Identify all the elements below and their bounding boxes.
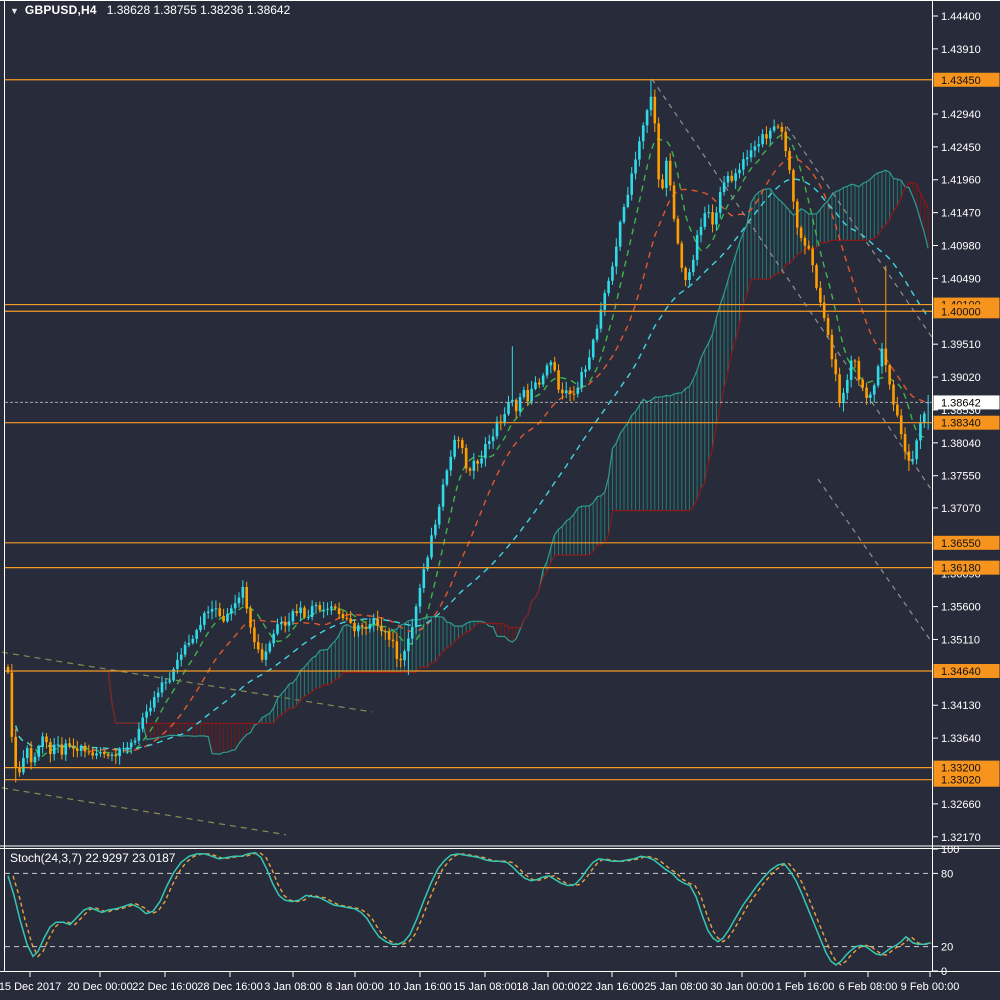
svg-text:20 Dec 00:00: 20 Dec 00:00 bbox=[67, 981, 132, 993]
ichimoku-cloud bbox=[107, 169, 929, 755]
svg-text:1.33200: 1.33200 bbox=[941, 763, 981, 775]
ma-20-line bbox=[15, 156, 929, 753]
svg-text:10 Jan 16:00: 10 Jan 16:00 bbox=[388, 981, 452, 993]
stoch-main-line bbox=[7, 851, 931, 966]
time-axis[interactable]: 15 Dec 2017 20 Dec 00:00 22 Dec 16:00 28 De… bbox=[0, 972, 959, 993]
svg-text:1.40000: 1.40000 bbox=[941, 306, 981, 318]
svg-text:15 Jan 08:00: 15 Jan 08:00 bbox=[453, 981, 517, 993]
gray-trendlines bbox=[651, 78, 932, 644]
svg-text:22 Jan 16:00: 22 Jan 16:00 bbox=[580, 981, 644, 993]
stoch-indicator-name: Stoch(24,3,7) bbox=[10, 851, 83, 865]
window-frame bbox=[0, 0, 1000, 972]
svg-text:15 Dec 2017: 15 Dec 2017 bbox=[0, 981, 61, 993]
horizontal-level-lines[interactable] bbox=[5, 79, 932, 781]
svg-text:20: 20 bbox=[941, 942, 953, 954]
moving-average-lines bbox=[15, 134, 929, 757]
svg-text:1.41960: 1.41960 bbox=[941, 175, 981, 187]
svg-text:1 Feb 16:00: 1 Feb 16:00 bbox=[776, 981, 835, 993]
ma-45-line bbox=[15, 178, 929, 750]
svg-text:1.35600: 1.35600 bbox=[941, 602, 981, 614]
svg-text:1.37070: 1.37070 bbox=[941, 503, 981, 515]
svg-text:1.41470: 1.41470 bbox=[941, 208, 981, 220]
svg-text:1.40980: 1.40980 bbox=[941, 241, 981, 253]
svg-text:1.32170: 1.32170 bbox=[941, 832, 981, 844]
svg-text:9 Feb 00:00: 9 Feb 00:00 bbox=[901, 981, 960, 993]
svg-text:8 Jan 00:00: 8 Jan 00:00 bbox=[326, 981, 384, 993]
svg-text:22 Dec 16:00: 22 Dec 16:00 bbox=[132, 981, 197, 993]
chart-title-bar: ▼ GBPUSD,H4 1.38628 1.38755 1.38236 1.3864… bbox=[10, 3, 290, 17]
svg-text:1.36550: 1.36550 bbox=[941, 538, 981, 550]
svg-text:25 Jan 08:00: 25 Jan 08:00 bbox=[644, 981, 708, 993]
ma-8-line bbox=[15, 134, 929, 757]
stoch-indicator-label: Stoch(24,3,7) 22.9297 23.0187 bbox=[10, 851, 175, 865]
svg-text:1.42450: 1.42450 bbox=[941, 142, 981, 154]
svg-text:1.43450: 1.43450 bbox=[941, 75, 981, 87]
svg-text:1.37550: 1.37550 bbox=[941, 471, 981, 483]
svg-text:18 Jan 00:00: 18 Jan 00:00 bbox=[516, 981, 580, 993]
stoch-indicator-values: 22.9297 23.0187 bbox=[85, 851, 176, 865]
candles-layer bbox=[6, 79, 930, 783]
svg-text:3 Jan 08:00: 3 Jan 08:00 bbox=[264, 981, 322, 993]
svg-text:1.43910: 1.43910 bbox=[941, 44, 981, 56]
svg-text:1.38642: 1.38642 bbox=[941, 397, 981, 409]
svg-text:1.42940: 1.42940 bbox=[941, 109, 981, 121]
stoch-signal-line bbox=[12, 851, 932, 966]
svg-text:1.38340: 1.38340 bbox=[941, 418, 981, 430]
svg-text:1.35110: 1.35110 bbox=[941, 634, 980, 646]
svg-text:6 Feb 08:00: 6 Feb 08:00 bbox=[839, 981, 898, 993]
current-price-box bbox=[933, 395, 1000, 410]
svg-text:1.36180: 1.36180 bbox=[941, 563, 981, 575]
channel-trendlines bbox=[1, 651, 373, 836]
price-axis[interactable]: 1.44400 1.43910 1.42940 1.42450 1.41960 1.414… bbox=[933, 11, 1000, 844]
svg-text:100: 100 bbox=[941, 844, 959, 856]
ohlc-values: 1.38628 1.38755 1.38236 1.38642 bbox=[106, 3, 291, 17]
svg-text:1.33020: 1.33020 bbox=[941, 775, 981, 787]
svg-text:1.39510: 1.39510 bbox=[941, 339, 981, 351]
svg-text:1.32660: 1.32660 bbox=[941, 799, 981, 811]
stoch-axis: 100 80 20 0 bbox=[933, 844, 959, 978]
svg-text:1.38040: 1.38040 bbox=[941, 438, 981, 450]
svg-text:1.34640: 1.34640 bbox=[941, 666, 981, 678]
svg-text:1.40490: 1.40490 bbox=[941, 273, 981, 285]
stoch-lines bbox=[7, 851, 932, 966]
symbol-timeframe-label: GBPUSD,H4 bbox=[24, 3, 97, 17]
svg-text:1.39020: 1.39020 bbox=[941, 372, 981, 384]
svg-text:80: 80 bbox=[941, 868, 953, 880]
svg-text:28 Dec 16:00: 28 Dec 16:00 bbox=[197, 981, 262, 993]
svg-text:1.33640: 1.33640 bbox=[941, 733, 981, 745]
svg-text:30 Jan 00:00: 30 Jan 00:00 bbox=[710, 981, 774, 993]
svg-text:0: 0 bbox=[941, 966, 947, 978]
chart-dropdown-icon[interactable]: ▼ bbox=[10, 6, 19, 16]
svg-text:1.44400: 1.44400 bbox=[941, 11, 981, 23]
stoch-panel[interactable] bbox=[5, 851, 932, 966]
svg-text:1.34130: 1.34130 bbox=[941, 700, 981, 712]
